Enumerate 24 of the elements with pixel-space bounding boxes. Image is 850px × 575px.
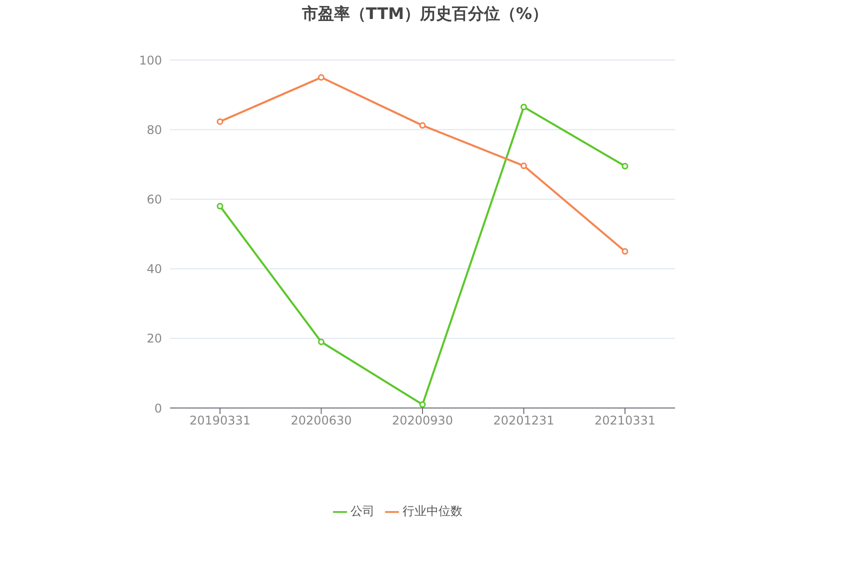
- point: [216, 118, 224, 125]
- legend-label: 行业中位数: [402, 504, 462, 518]
- chart-title: 市盈率（TTM）历史百分位（%）: [300, 4, 550, 25]
- point: [318, 338, 324, 346]
- point: [520, 104, 527, 110]
- point: [520, 162, 527, 170]
- point: [419, 122, 426, 129]
- point: [216, 202, 224, 210]
- x-tick-label: 20200930: [392, 414, 454, 428]
- point: [419, 401, 426, 408]
- x-tick-label: 20210331: [594, 414, 656, 428]
- point: [622, 162, 628, 170]
- y-tick-label: 60: [146, 192, 162, 206]
- y-tick-label: 40: [146, 262, 162, 276]
- point: [622, 248, 628, 255]
- y-tick-label: 80: [146, 122, 162, 137]
- y-tick-label: 0: [154, 401, 162, 416]
- x-tick-label: 20200630: [290, 414, 352, 428]
- x-tick-label: 20190331: [189, 414, 251, 428]
- x-tick-label: 20201231: [493, 414, 554, 428]
- y-tick-label: 20: [146, 332, 162, 346]
- legend-label: 公司: [350, 504, 374, 518]
- point: [318, 74, 324, 81]
- y-tick-label: 100: [139, 53, 162, 68]
